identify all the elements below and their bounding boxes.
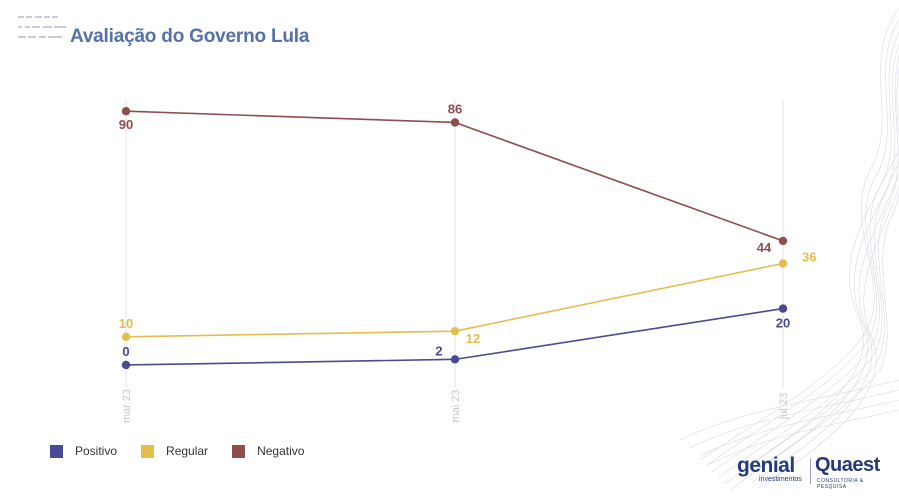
legend-item-positivo: Positivo [50,444,117,458]
data-point-negativo-0 [121,107,131,116]
data-label-positivo-1: 2 [435,343,442,358]
data-point-negativo-1 [450,118,460,127]
legend-label-regular: Regular [166,444,209,458]
legend-item-negativo: Negativo [232,444,304,458]
legend-swatch-negativo [232,444,246,458]
data-label-negativo-1: 86 [448,101,462,116]
data-point-positivo-2 [778,304,788,313]
genial-logo: genial [737,454,795,477]
legend-swatch-regular [141,444,155,458]
legend-swatch-positivo [50,444,63,458]
legend-label-positivo: Positivo [75,444,118,458]
data-point-regular-1 [450,326,460,336]
data-point-regular-2 [778,259,788,268]
x-tick-label-2: jul 23 [778,393,790,420]
data-point-positivo-1 [450,355,460,364]
genial-logo-subtitle: investimentos [759,476,802,483]
data-label-regular-2: 36 [802,249,816,264]
x-tick-label-0: mar 23 [121,389,133,423]
data-point-negativo-2 [778,236,788,246]
decorative-dots-icon [18,16,66,38]
data-label-positivo-2: 20 [776,316,790,331]
quaest-logo-subtitle: CONSULTORIA & PESQUISA [817,478,864,490]
data-point-positivo-0 [121,360,131,370]
chart-title: Avaliação do Governo Lula [70,26,310,47]
data-label-positivo-0: 0 [122,344,129,359]
x-tick-label-1: mai 23 [450,389,462,422]
legend-label-negativo: Negativo [257,444,305,458]
data-label-regular-0: 10 [119,316,133,331]
data-label-regular-1: 12 [466,331,480,346]
chart-legend: Positivo Regular Negativo [50,444,328,458]
legend-item-regular: Regular [141,444,208,458]
data-point-regular-0 [121,332,131,341]
brand-separator [810,458,811,484]
data-label-negativo-0: 90 [119,117,133,132]
brand-logos: genial investimentos Quaest CONSULTORIA … [737,454,887,490]
quaest-logo: Quaest [815,454,880,476]
data-label-negativo-2: 44 [757,240,772,255]
